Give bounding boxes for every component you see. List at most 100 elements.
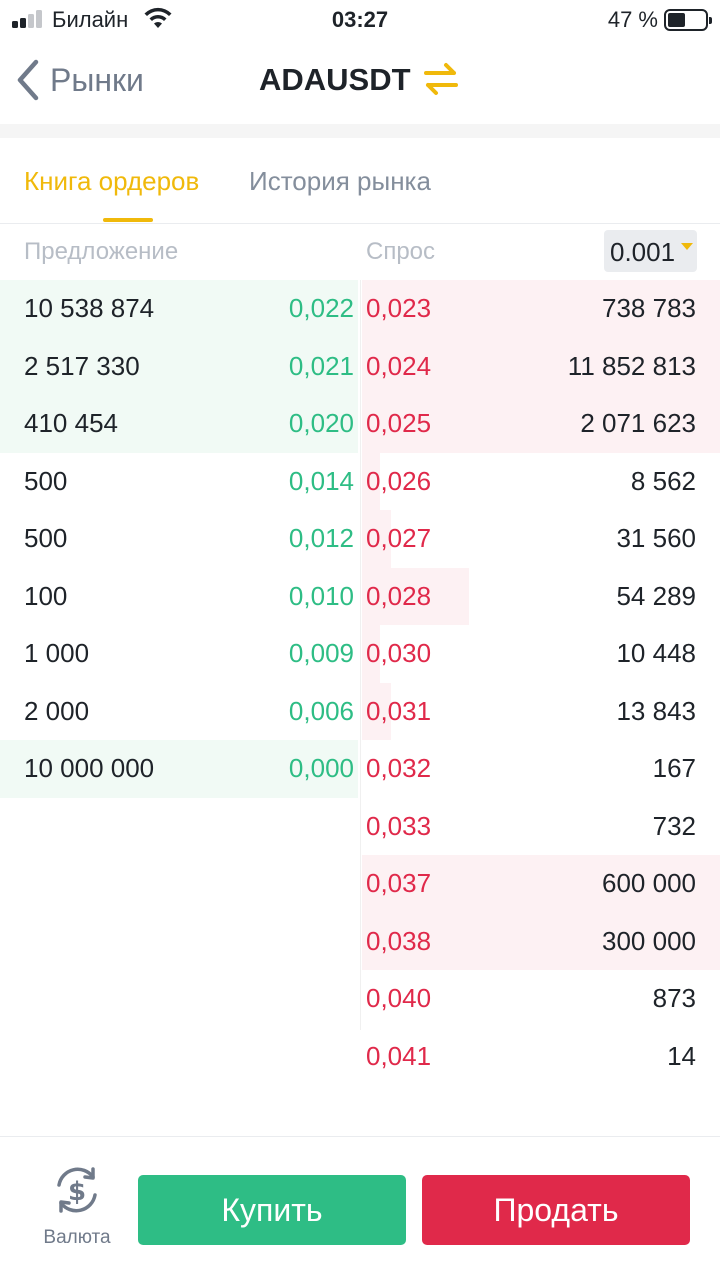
- bid-depth-bar: [0, 395, 358, 453]
- bid-depth-bar: [0, 337, 358, 395]
- page-title: ADAUSDT: [259, 62, 411, 97]
- ask-row[interactable]: 0,025 2 071 623: [362, 395, 720, 453]
- ask-row[interactable]: 0,037 600 000: [362, 855, 720, 913]
- bid-depth-bar: [0, 280, 358, 338]
- carrier-name: Билайн: [52, 7, 129, 32]
- bid-price: 0,000: [288, 753, 354, 783]
- swap-icon[interactable]: [422, 60, 460, 98]
- bid-quantity: 500: [24, 465, 68, 496]
- ask-quantity: 600 000: [602, 868, 696, 898]
- sell-button[interactable]: Продать: [422, 1175, 690, 1245]
- ask-depth-bar: [362, 855, 720, 913]
- ask-row[interactable]: 0,038 300 000: [362, 912, 720, 970]
- chevron-left-icon: [17, 59, 39, 101]
- tab-order-book[interactable]: Книга ордеров: [24, 166, 200, 196]
- buy-button[interactable]: Купить: [138, 1175, 406, 1245]
- ask-price: 0,033: [366, 810, 432, 841]
- ask-quantity: 13 843: [616, 695, 696, 726]
- bid-quantity: 500: [24, 523, 68, 553]
- wifi-icon: [144, 7, 172, 28]
- nav-bar: Рынки ADAUSDT: [0, 44, 720, 120]
- ask-row[interactable]: 0,026 8 562: [362, 452, 720, 510]
- cellular-signal-icon: [12, 10, 46, 28]
- svg-text:$: $: [68, 1177, 86, 1207]
- ask-row[interactable]: 0,027 31 560: [362, 510, 720, 568]
- ask-row[interactable]: 0,031 13 843: [362, 682, 720, 740]
- battery-icon: [664, 9, 712, 31]
- bid-price: 0,012: [288, 523, 354, 553]
- ask-row[interactable]: 0,033 732: [362, 798, 720, 856]
- bid-quantity: 410 454: [24, 408, 118, 438]
- currency-label: Валюта: [43, 1227, 111, 1248]
- bid-price: 0,021: [288, 350, 354, 381]
- tab-bar: Книга ордеров История рынка: [0, 138, 720, 224]
- back-label: Рынки: [50, 61, 144, 98]
- ask-quantity: 10 448: [616, 638, 696, 668]
- bid-column-header: Предложение: [24, 238, 179, 265]
- bid-row[interactable]: 10 000 000 0,000: [0, 740, 358, 798]
- active-tab-indicator: [103, 218, 153, 222]
- bid-row[interactable]: 100 0,010: [0, 568, 358, 626]
- ask-price: 0,026: [366, 465, 432, 496]
- bid-row[interactable]: 10 538 874 0,022: [0, 280, 358, 338]
- bid-row[interactable]: 500 0,014: [0, 453, 358, 511]
- ask-price: 0,037: [366, 868, 432, 898]
- ask-depth-bar: [362, 510, 391, 568]
- bid-price: 0,022: [288, 293, 354, 323]
- ask-column-header: Спрос: [366, 238, 436, 265]
- ask-row[interactable]: 0,032 167: [362, 740, 720, 798]
- bid-price: 0,020: [288, 408, 354, 438]
- bid-row[interactable]: 2 000 0,006: [0, 683, 358, 741]
- ask-price: 0,023: [366, 293, 432, 323]
- battery-percent: 47 %: [607, 7, 658, 32]
- bid-price: 0,014: [288, 465, 354, 496]
- bid-price: 0,009: [288, 638, 354, 668]
- bid-row[interactable]: 500 0,012: [0, 510, 358, 568]
- ask-row[interactable]: 0,030 10 448: [362, 625, 720, 683]
- bid-price: 0,006: [288, 695, 354, 726]
- bid-row[interactable]: 410 454 0,020: [0, 395, 358, 453]
- bid-quantity: 10 538 874: [24, 293, 155, 323]
- ask-row[interactable]: 0,023 738 783: [362, 280, 720, 338]
- precision-dropdown[interactable]: 0.001: [604, 230, 697, 272]
- ask-depth-bar: [362, 625, 380, 683]
- ask-depth-bar: [362, 280, 720, 338]
- back-button[interactable]: Рынки: [14, 56, 144, 104]
- ask-quantity: 31 560: [616, 523, 696, 553]
- bid-price: 0,010: [288, 580, 354, 611]
- ask-row[interactable]: 0,041 14: [362, 1028, 720, 1086]
- ask-quantity: 8 562: [630, 465, 696, 496]
- ask-price: 0,030: [366, 638, 432, 668]
- caret-down-icon: [681, 243, 693, 250]
- ask-quantity: 167: [652, 753, 696, 783]
- bottom-action-bar: $ Валюта Купить Продать: [0, 1136, 720, 1280]
- ask-price: 0,038: [366, 925, 432, 956]
- ask-depth-bar: [362, 682, 391, 740]
- ask-row[interactable]: 0,024 11 852 813: [362, 337, 720, 395]
- tab-market-history[interactable]: История рынка: [249, 166, 431, 196]
- ask-quantity: 732: [652, 810, 696, 841]
- ask-price: 0,028: [366, 580, 432, 611]
- ask-price: 0,025: [366, 408, 432, 438]
- bid-row[interactable]: 1 000 0,009: [0, 625, 358, 683]
- ask-quantity: 873: [652, 983, 696, 1013]
- ask-depth-bar: [362, 337, 720, 395]
- ask-row[interactable]: 0,040 873: [362, 970, 720, 1028]
- currency-button[interactable]: $ Валюта: [36, 1163, 118, 1253]
- ask-price: 0,032: [366, 753, 432, 783]
- ask-quantity: 2 071 623: [580, 408, 696, 438]
- bid-row[interactable]: 2 517 330 0,021: [0, 337, 358, 395]
- ask-quantity: 14: [667, 1040, 696, 1071]
- bid-quantity: 10 000 000: [24, 753, 155, 783]
- column-divider: [360, 280, 361, 1030]
- status-bar: Билайн 03:27 47 %: [0, 0, 720, 40]
- ask-depth-bar: [362, 452, 380, 510]
- ask-row[interactable]: 0,028 54 289: [362, 567, 720, 625]
- bid-quantity: 1 000: [24, 638, 90, 668]
- ask-quantity: 54 289: [616, 580, 696, 611]
- ask-price: 0,041: [366, 1040, 432, 1071]
- bid-quantity: 100: [24, 580, 68, 611]
- bid-depth-bar: [0, 740, 358, 798]
- ask-price: 0,031: [366, 695, 432, 726]
- ask-price: 0,040: [366, 983, 432, 1013]
